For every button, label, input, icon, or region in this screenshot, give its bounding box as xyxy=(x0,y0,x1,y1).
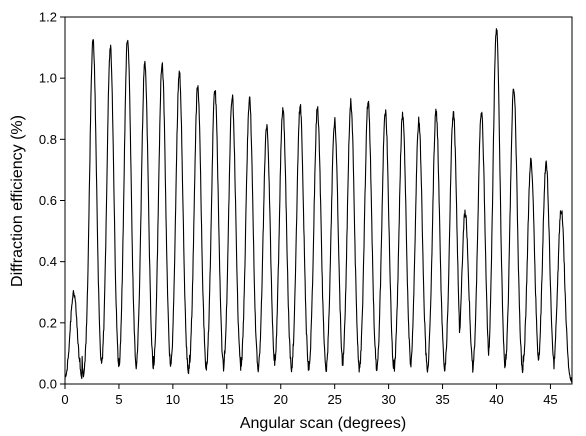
plot-area xyxy=(64,28,573,383)
x-tick-label: 20 xyxy=(274,392,288,407)
y-tick-label: 1.2 xyxy=(39,10,57,25)
y-tick-label: 0.2 xyxy=(39,315,57,330)
x-axis-title: Angular scan (degrees) xyxy=(240,415,406,432)
x-tick-label: 45 xyxy=(543,392,557,407)
ticks: 0 5 10 15 20 25 30 35 40 45 0.0 0.2 0.4 0.6 0.8 1.0 1.2 xyxy=(39,10,558,408)
x-tick-label: 30 xyxy=(381,392,395,407)
x-tick-label: 40 xyxy=(489,392,503,407)
series-line xyxy=(64,28,573,383)
x-tick-label: 25 xyxy=(327,392,341,407)
y-tick-label: 0.4 xyxy=(39,254,57,269)
x-tick-label: 0 xyxy=(61,392,68,407)
y-axis-title: Diffraction efficiency (%) xyxy=(9,115,26,287)
x-tick-label: 15 xyxy=(220,392,234,407)
x-tick-label: 5 xyxy=(115,392,122,407)
y-tick-label: 1.0 xyxy=(39,71,57,86)
y-tick-label: 0.8 xyxy=(39,132,57,147)
x-tick-label: 10 xyxy=(166,392,180,407)
y-tick-label: 0.6 xyxy=(39,193,57,208)
x-tick-label: 35 xyxy=(435,392,449,407)
y-tick-label: 0.0 xyxy=(39,377,57,392)
